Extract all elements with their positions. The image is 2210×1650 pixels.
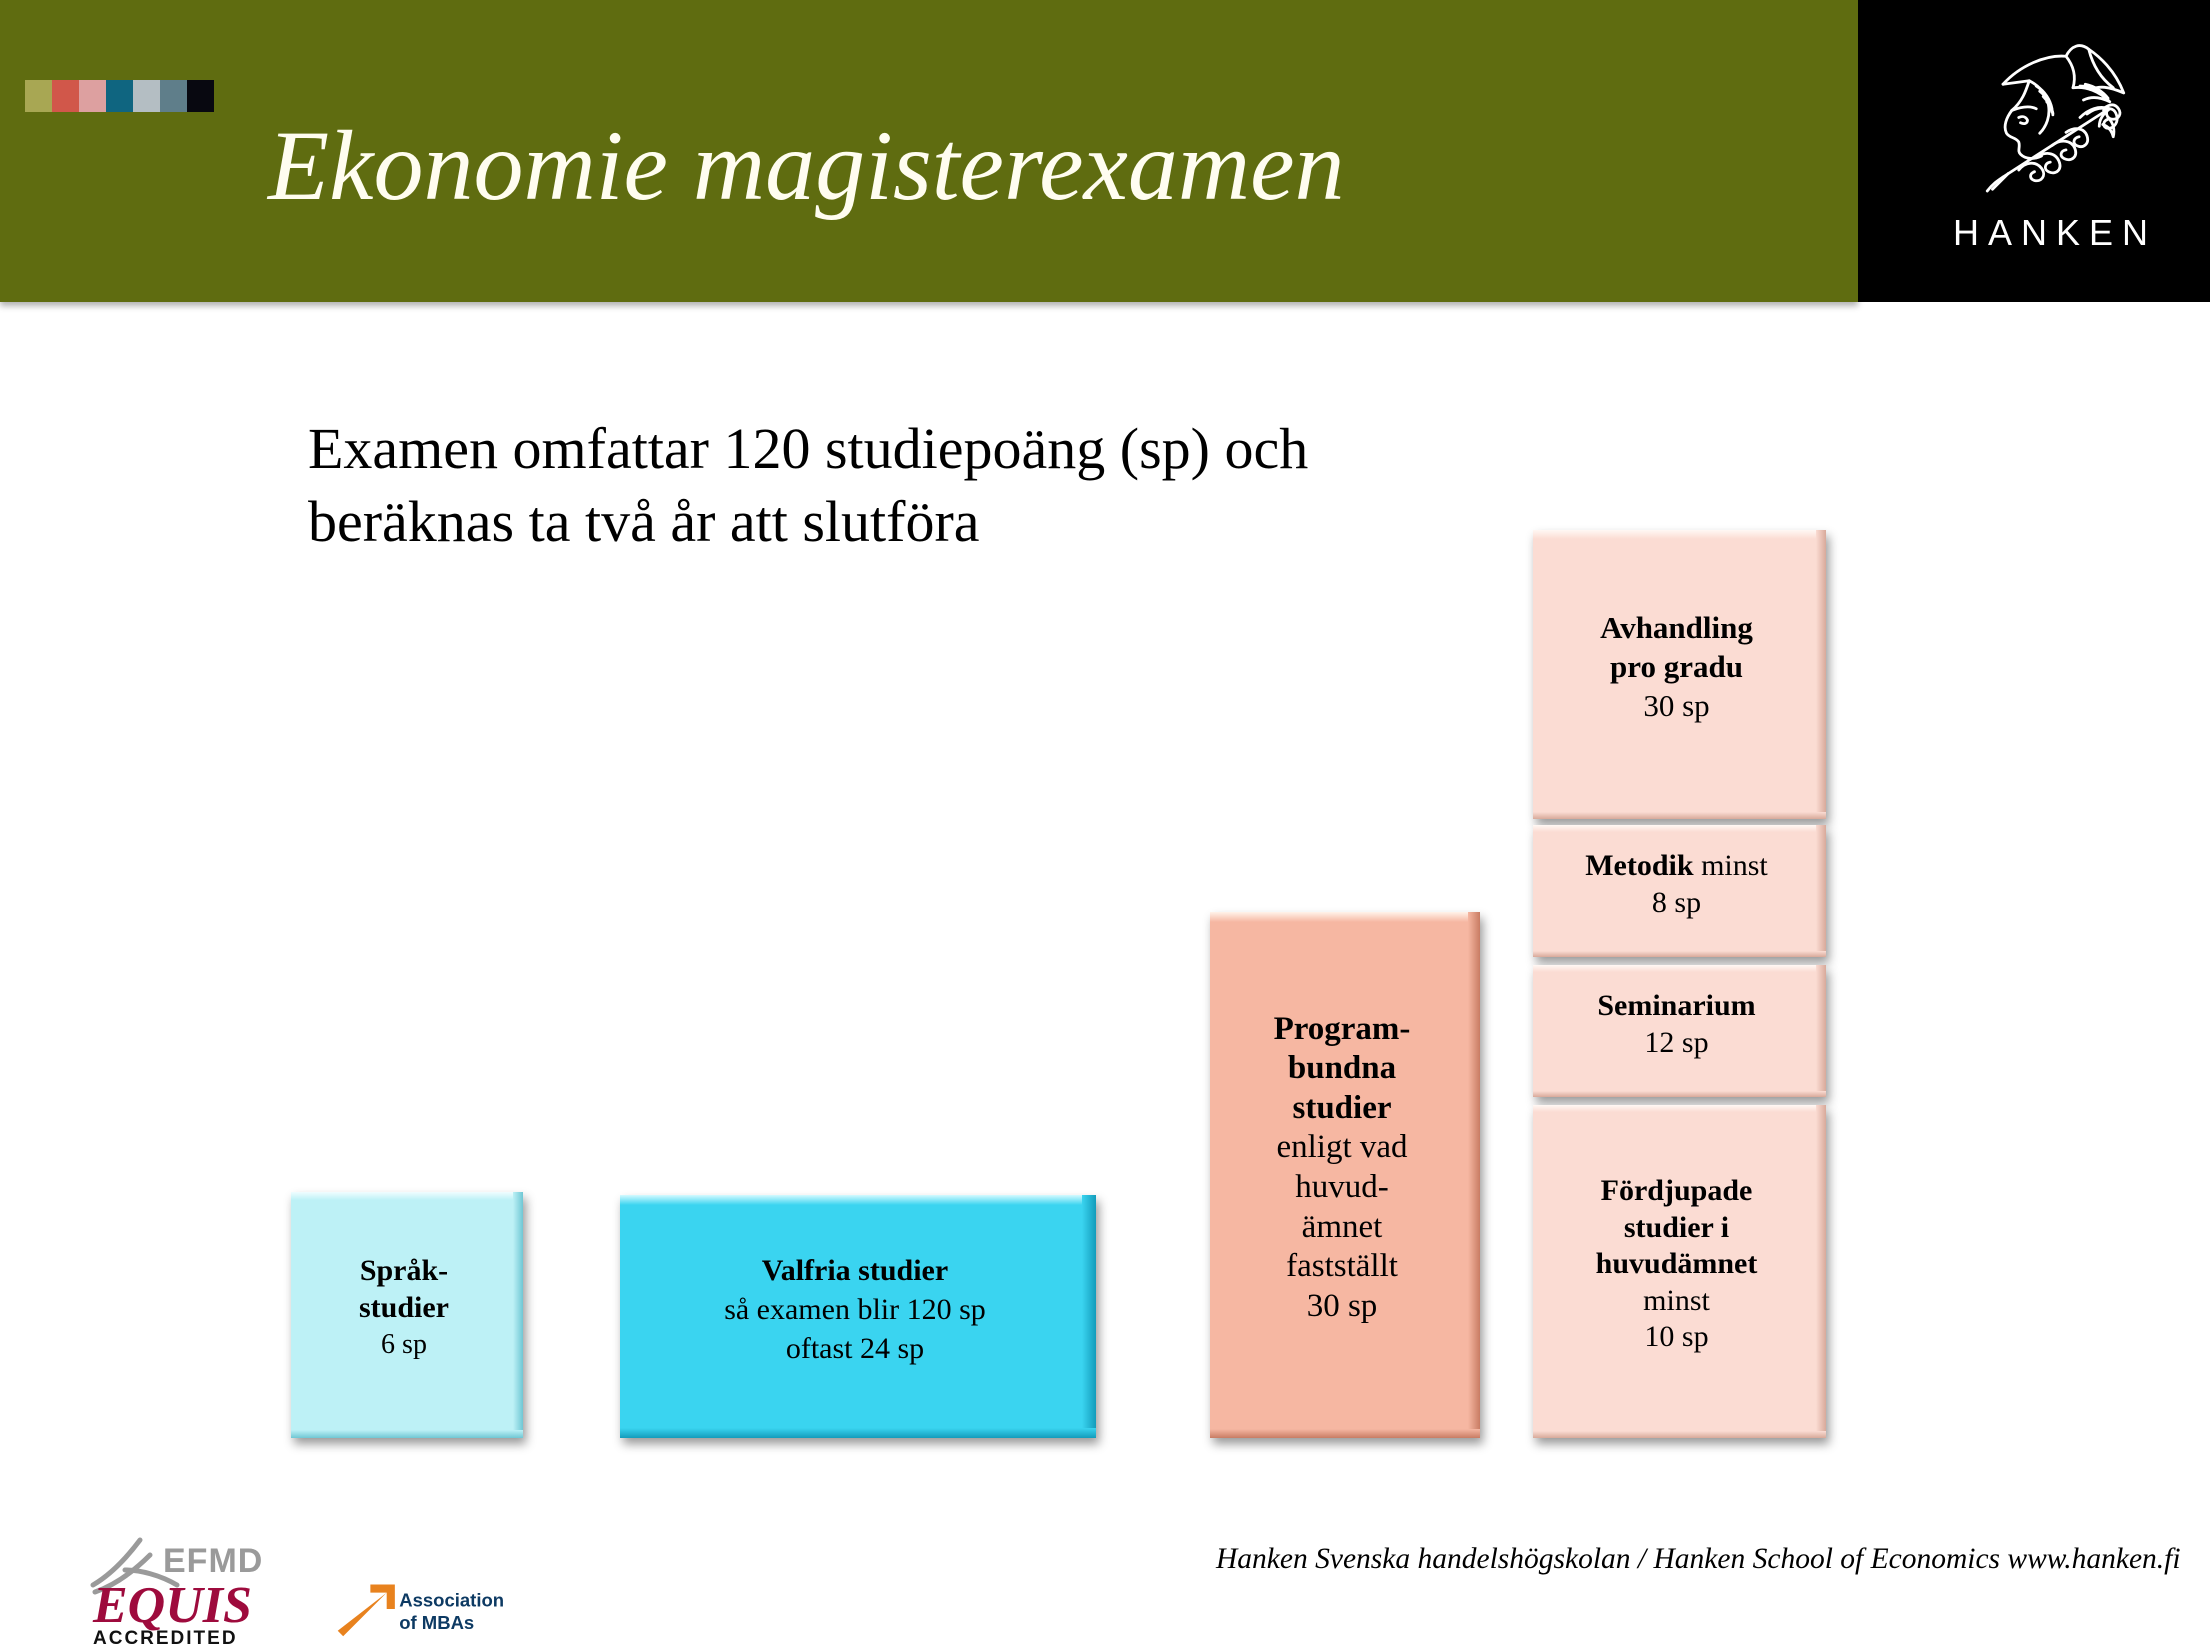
svg-text:of MBAs: of MBAs [399, 1612, 474, 1633]
svg-text:EFMD: EFMD [163, 1542, 263, 1580]
svg-text:ACCREDITED: ACCREDITED [93, 1628, 238, 1649]
svg-text:Association: Association [399, 1589, 504, 1610]
svg-text:EQUIS: EQUIS [92, 1577, 252, 1634]
